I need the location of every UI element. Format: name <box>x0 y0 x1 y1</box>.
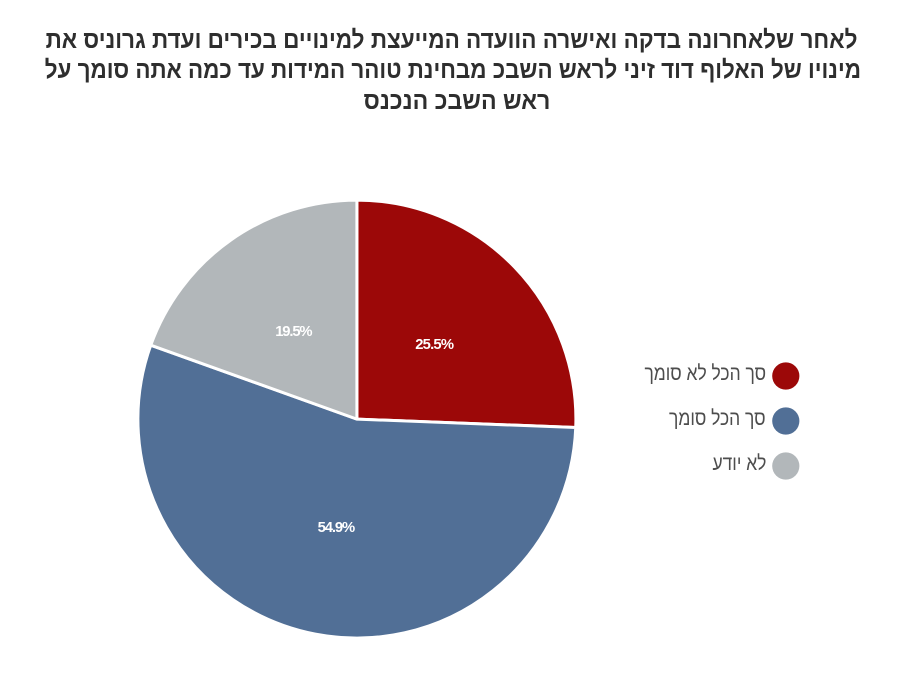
svg-text:54.9%: 54.9% <box>318 520 356 536</box>
svg-text:25.5%: 25.5% <box>415 337 454 353</box>
svg-text:19.5%: 19.5% <box>275 324 312 340</box>
